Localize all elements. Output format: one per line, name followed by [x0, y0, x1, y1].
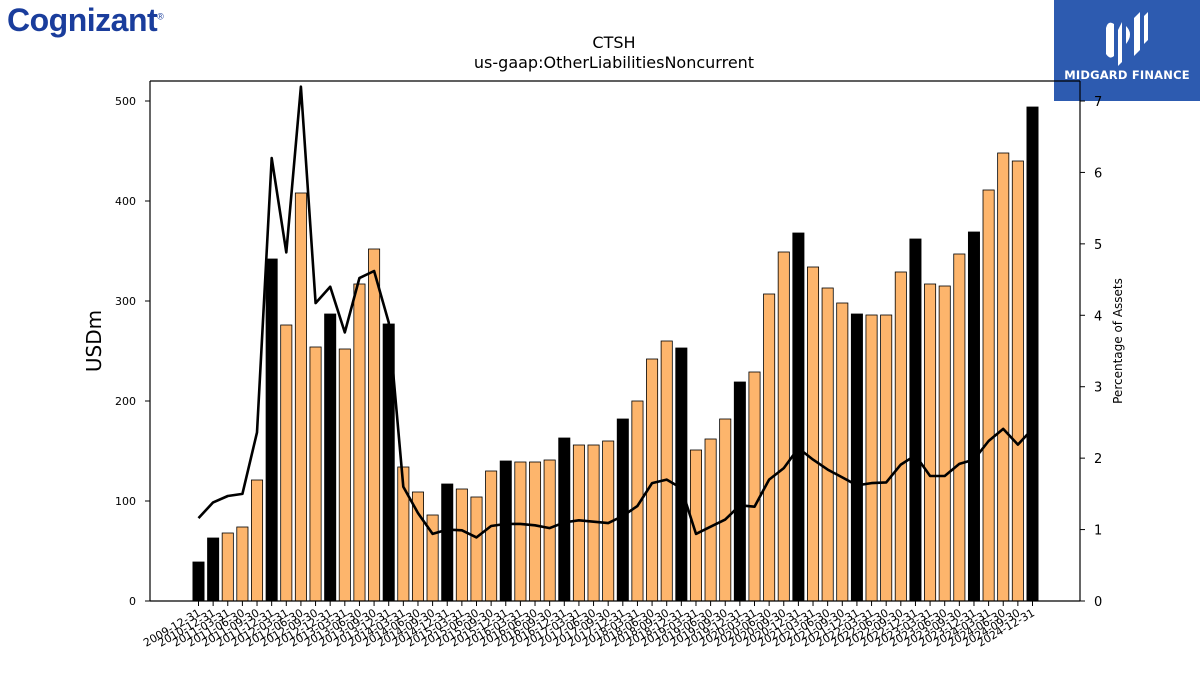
y2-tick-label: 3 [1094, 381, 1102, 396]
bar [894, 271, 907, 602]
midgard-emblem-icon [1106, 12, 1148, 66]
y2-tick-label: 6 [1094, 166, 1102, 181]
y-tick-label: 0 [129, 595, 136, 608]
bar [514, 461, 527, 602]
bar [997, 152, 1010, 602]
bar [499, 460, 512, 602]
bar [251, 479, 264, 602]
line-series [197, 85, 1034, 539]
y2-tick-label: 2 [1094, 452, 1102, 467]
bar [368, 248, 381, 602]
bar [353, 283, 366, 602]
midgard-finance-logo: MIDGARD FINANCE [1054, 0, 1200, 101]
bar [967, 231, 980, 602]
bar [294, 192, 307, 602]
bar [441, 483, 454, 602]
bar [558, 437, 571, 602]
trademark-symbol: ® [157, 11, 164, 22]
y2-tick-label: 0 [1094, 595, 1102, 610]
y-tick-label: 100 [115, 495, 136, 508]
bar [543, 459, 556, 602]
bar [646, 358, 659, 602]
bar [938, 285, 951, 602]
bar [821, 287, 834, 602]
bar [953, 253, 966, 602]
y-tick-label: 500 [115, 95, 136, 108]
bar [572, 444, 585, 602]
bar [324, 313, 337, 602]
bar [280, 324, 293, 602]
cognizant-logo-text: Cognizant [7, 2, 158, 38]
y2-tick-label: 5 [1094, 238, 1102, 253]
y2-tick-label: 4 [1094, 309, 1102, 324]
y-tick-label: 400 [115, 195, 136, 208]
chart-subtitle: us-gaap:OtherLiabilitiesNoncurrent [474, 53, 754, 72]
y2-tick-label: 1 [1094, 524, 1102, 539]
bar [850, 313, 863, 602]
bar [704, 438, 717, 602]
bar [982, 189, 995, 602]
axes: 0100200300400500012345672009-12-312010-1… [115, 80, 1102, 650]
bar [236, 526, 249, 602]
bar [1011, 160, 1024, 602]
bar [733, 381, 746, 602]
bar [763, 293, 776, 602]
bar [616, 418, 629, 602]
bar [924, 283, 937, 602]
bar [338, 348, 351, 602]
bar [719, 418, 732, 602]
bar [792, 232, 805, 602]
bar [880, 314, 893, 602]
bar [1026, 106, 1039, 602]
y2-axis-label: Percentage of Assets [1111, 278, 1125, 404]
bar [836, 302, 849, 602]
y-axis-label: USDm [82, 310, 106, 372]
chart-title: CTSH [592, 33, 635, 52]
bar [455, 488, 468, 602]
y-tick-label: 200 [115, 395, 136, 408]
bar [807, 266, 820, 602]
bar [221, 532, 234, 602]
bar [777, 251, 790, 602]
bar [748, 371, 761, 602]
bar [529, 461, 542, 602]
bar-series [192, 106, 1039, 602]
percentage-line [197, 85, 1034, 539]
y2-tick-label: 7 [1094, 95, 1102, 110]
bar [192, 561, 205, 602]
bar [485, 470, 498, 602]
y-tick-label: 300 [115, 295, 136, 308]
midgard-finance-wordmark: MIDGARD FINANCE [1064, 68, 1190, 82]
cognizant-logo: Cognizant® [7, 2, 164, 39]
bar [470, 496, 483, 602]
bar [265, 258, 278, 602]
bar [309, 346, 322, 602]
bar [660, 340, 673, 602]
bar [865, 314, 878, 602]
bar [675, 347, 688, 602]
bar [909, 238, 922, 602]
bar [207, 537, 220, 602]
